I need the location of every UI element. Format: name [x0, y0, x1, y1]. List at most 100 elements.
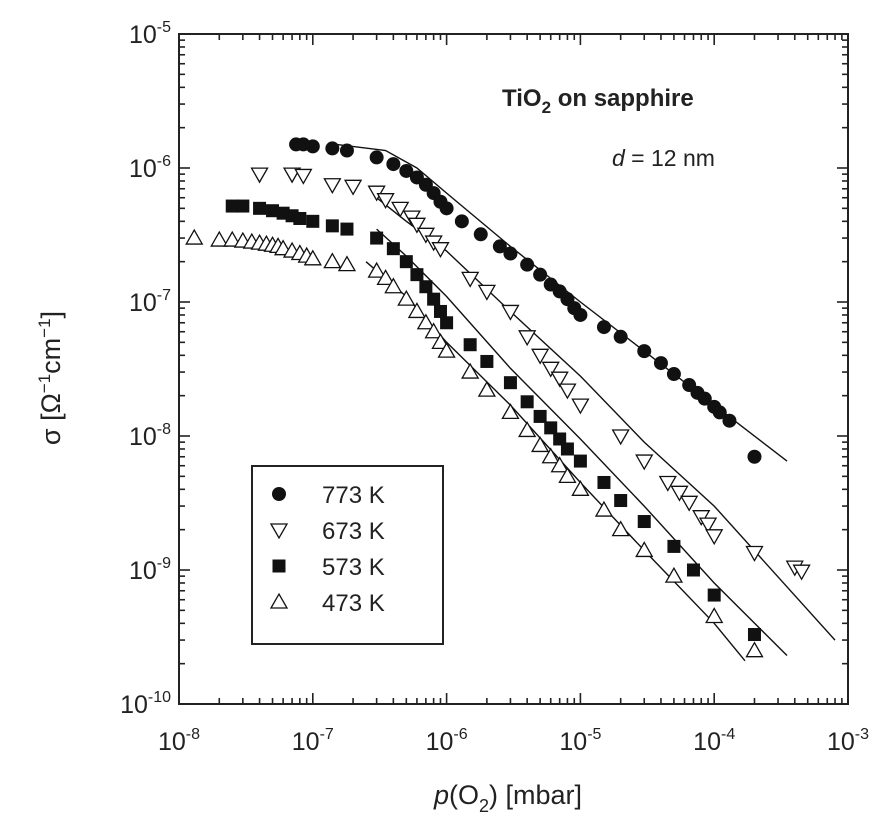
- data-point: [558, 383, 577, 400]
- data-point: [658, 475, 677, 492]
- data-point: [573, 307, 588, 322]
- data-point: [386, 242, 400, 256]
- legend-marker: [269, 523, 289, 540]
- data-point: [503, 246, 518, 261]
- fit-line: [376, 228, 788, 656]
- data-point: [397, 289, 416, 306]
- data-point: [533, 409, 547, 423]
- data-point: [541, 361, 560, 378]
- data-point: [686, 563, 700, 577]
- data-point: [399, 255, 413, 269]
- data-point: [613, 329, 628, 344]
- data-point: [544, 421, 558, 435]
- data-point: [384, 277, 403, 294]
- data-point: [722, 413, 737, 428]
- data-point: [343, 179, 363, 196]
- data-point: [611, 429, 630, 446]
- data-point: [531, 436, 550, 453]
- legend-label: 473 K: [322, 590, 385, 617]
- y-tick-label: 10-6: [129, 153, 171, 183]
- y-tick-label: 10-9: [129, 555, 171, 585]
- data-point: [501, 304, 520, 321]
- data-point: [553, 432, 567, 446]
- data-point: [376, 269, 395, 286]
- data-point: [664, 566, 684, 583]
- data-point: [745, 641, 764, 658]
- data-point: [427, 292, 441, 306]
- data-point: [440, 316, 454, 330]
- data-point: [698, 517, 718, 534]
- data-point: [293, 211, 307, 225]
- data-point: [386, 157, 401, 172]
- data-point: [745, 545, 764, 562]
- data-point: [792, 564, 811, 581]
- data-point: [705, 529, 724, 546]
- y-tick-label: 10-5: [129, 19, 171, 49]
- data-point: [323, 178, 342, 195]
- data-point: [560, 442, 574, 456]
- data-point: [520, 257, 535, 272]
- fit-line: [376, 197, 836, 641]
- chart-annotation-title: TiO2 on sapphire: [502, 85, 694, 117]
- x-tick-label: 10-4: [693, 726, 735, 756]
- data-point: [236, 199, 250, 213]
- data-point: [477, 380, 496, 397]
- data-point: [433, 304, 447, 318]
- data-points: [185, 137, 811, 658]
- data-point: [705, 607, 724, 624]
- data-point: [473, 227, 488, 242]
- data-point: [376, 193, 395, 210]
- data-point: [541, 447, 560, 464]
- data-point: [707, 588, 721, 602]
- data-point: [437, 341, 456, 358]
- data-point: [185, 228, 204, 245]
- data-point: [323, 252, 342, 269]
- data-point: [266, 204, 280, 218]
- data-point: [325, 141, 340, 156]
- x-axis-label: p(O2) [mbar]: [433, 780, 582, 816]
- data-point: [712, 405, 727, 420]
- data-point: [399, 163, 414, 178]
- y-tick-label: 10-10: [120, 689, 171, 719]
- data-point: [533, 267, 548, 282]
- data-point: [667, 539, 681, 553]
- data-point: [431, 242, 450, 258]
- data-point: [597, 475, 611, 489]
- y-tick-label: 10-7: [129, 287, 171, 317]
- data-point: [461, 362, 480, 379]
- data-point: [454, 214, 469, 229]
- data-point: [680, 495, 699, 512]
- data-point: [370, 231, 384, 245]
- data-point: [225, 199, 239, 213]
- legend-label: 773 K: [322, 482, 385, 509]
- data-point: [531, 348, 550, 365]
- data-point: [439, 201, 454, 216]
- data-point: [492, 239, 507, 254]
- data-point: [518, 421, 537, 438]
- data-point: [367, 261, 386, 278]
- data-point: [501, 403, 520, 420]
- data-point: [611, 520, 630, 537]
- data-point: [480, 354, 494, 368]
- data-point: [747, 628, 761, 642]
- x-tick-label: 10-8: [158, 726, 200, 756]
- data-point: [635, 541, 654, 558]
- data-point: [407, 217, 427, 234]
- data-point: [305, 139, 320, 154]
- x-tick-label: 10-6: [426, 726, 468, 756]
- data-point: [250, 167, 269, 184]
- data-point: [223, 230, 242, 247]
- data-point: [210, 230, 229, 247]
- chart-annotation-thickness: d = 12 nm: [612, 145, 715, 171]
- data-point: [407, 302, 427, 319]
- data-point: [518, 330, 537, 347]
- x-tick-label: 10-7: [292, 726, 334, 756]
- data-point: [571, 480, 590, 496]
- data-point: [253, 201, 267, 215]
- data-point: [294, 168, 313, 185]
- legend: 773 K 673 K 573 K 473 K: [269, 482, 385, 617]
- data-point: [573, 454, 587, 468]
- data-point: [325, 219, 339, 233]
- x-tick-label: 10-5: [559, 726, 601, 756]
- data-point: [594, 500, 614, 517]
